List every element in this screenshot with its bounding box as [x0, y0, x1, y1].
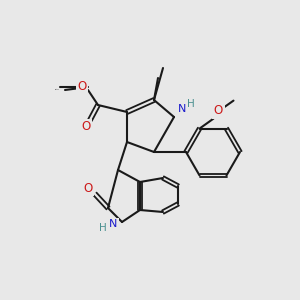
Text: O: O — [81, 121, 91, 134]
Text: H: H — [99, 223, 107, 233]
Text: N: N — [178, 104, 186, 114]
Text: O: O — [83, 182, 93, 194]
Text: N: N — [109, 219, 117, 229]
Text: H: H — [187, 99, 195, 109]
Text: O: O — [214, 104, 223, 117]
Text: O: O — [77, 80, 87, 94]
Text: methyl: methyl — [55, 89, 60, 90]
